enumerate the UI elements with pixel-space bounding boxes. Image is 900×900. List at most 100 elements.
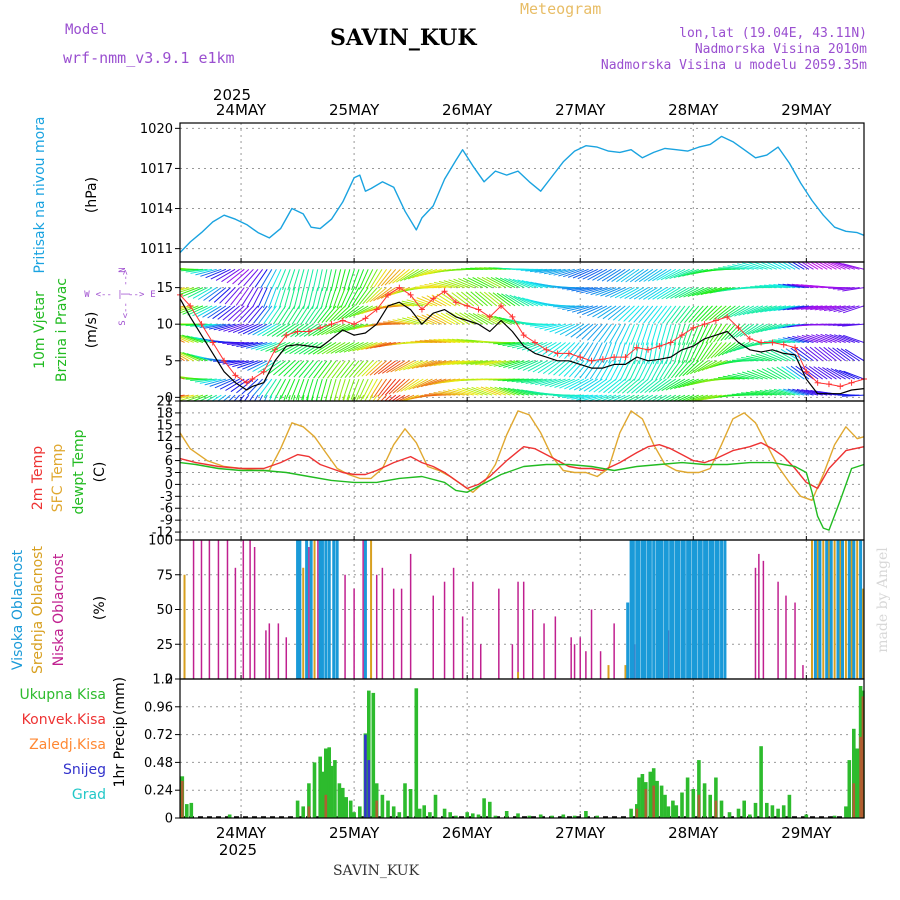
wind-gust-mark	[588, 357, 595, 364]
total-precip-bar	[852, 728, 856, 818]
top-date-2: 26MAY	[442, 101, 493, 119]
total-precip-bar	[640, 774, 645, 818]
total-precip-bar	[352, 812, 356, 818]
ytick-label-temperature-7: 9	[165, 442, 173, 457]
ytick-label-clouds-0: 0	[165, 673, 173, 688]
total-precip-bar	[329, 765, 334, 818]
wind-gust-mark	[848, 379, 855, 386]
t2m-line	[179, 442, 865, 490]
wind-gust-mark	[209, 339, 216, 346]
pressure-panel: 1011 1014 1017 1020	[140, 122, 865, 263]
ytick-label-clouds-4: 100	[148, 534, 173, 549]
ytick-label-temperature-1: -9	[160, 514, 173, 529]
total-precip-bar	[527, 815, 532, 818]
total-precip-bar	[358, 806, 362, 818]
wind-gust-mark	[780, 341, 787, 348]
bottom-date-0: 24MAY	[216, 824, 267, 842]
bottom-date-axis: 24MAY 25MAY 26MAY 27MAY 28MAY 29MAY	[216, 824, 832, 842]
total-precip-bar	[674, 805, 679, 818]
ytick-label-pressure-1: 1014	[140, 202, 173, 217]
wind-gust-mark	[622, 354, 629, 361]
wind-gust-mark	[232, 372, 239, 379]
total-precip-bar	[488, 801, 492, 818]
total-precip-bar	[719, 800, 724, 818]
pressure-ylabel: Pritisak na nivou mora	[32, 116, 48, 273]
precip-legend: Ukupna Kisa Konvek.Kisa Zaledj.Kisa Snij…	[19, 687, 106, 803]
total-precip-bar	[312, 762, 317, 818]
total-precip-bar	[422, 805, 426, 818]
total-precip-bar	[680, 792, 684, 818]
conv-precip-bar	[644, 789, 648, 818]
total-precip-bar	[671, 800, 675, 818]
wind-gust-mark	[187, 302, 194, 309]
year-top: 2025	[213, 86, 251, 104]
compass-west: W	[84, 290, 90, 300]
panel-frame-precip	[179, 678, 865, 819]
ytick-label-pressure-2: 1017	[140, 162, 173, 177]
wind-gust-mark	[814, 379, 821, 386]
ytick-label-precip-1: 0.24	[144, 784, 173, 799]
total-precip-bar	[333, 760, 337, 818]
compass-north: N	[118, 267, 128, 272]
wind-gust-mark	[825, 381, 832, 388]
wind-gust-mark	[486, 313, 493, 320]
ytick-label-wind-3: 15	[156, 281, 173, 296]
total-precip-bar	[787, 794, 792, 818]
wind-gust-mark	[418, 306, 425, 313]
total-precip-bar	[572, 815, 577, 818]
bottom-date-2: 26MAY	[442, 824, 493, 842]
total-precip-bar	[550, 815, 554, 818]
conv-precip-bar	[859, 736, 862, 818]
total-precip-bar	[327, 747, 331, 818]
total-precip-bar	[748, 814, 752, 818]
watermark: made by Angel	[875, 547, 891, 653]
total-precip-bar	[832, 815, 837, 818]
wind-gust-mark	[441, 288, 448, 295]
total-precip-bar	[781, 805, 786, 818]
total-precip-bar	[318, 756, 322, 818]
ytick-label-clouds-2: 50	[156, 603, 173, 618]
total-precip-bar	[337, 783, 342, 819]
top-date-axis: 24MAY 25MAY 26MAY 27MAY 28MAY 29MAY	[216, 101, 832, 119]
wind-gust-mark	[452, 299, 459, 306]
ytick-label-temperature-8: 12	[156, 430, 173, 445]
ytick-label-temperature-9: 15	[156, 418, 173, 433]
total-precip-bar	[348, 800, 353, 818]
ytick-label-wind-1: 5	[165, 354, 173, 369]
total-precip-bar	[742, 800, 746, 818]
wind-gust-mark	[792, 344, 799, 351]
wind-gust-mark	[565, 350, 572, 357]
temp-unit: (C)	[92, 462, 108, 483]
wind-gust-mark	[373, 306, 380, 313]
total-precip-bar	[727, 812, 732, 818]
compass-east: E	[150, 290, 155, 300]
conv-precip-bar	[652, 785, 655, 818]
wind-gust-mark	[509, 313, 516, 320]
wind-gust-mark	[407, 291, 414, 298]
ytick-label-precip-4: 0.96	[144, 700, 173, 715]
wind-panel: 0 5 10 15	[156, 261, 867, 406]
wind-gust-mark	[690, 324, 697, 331]
total-precip-bar	[708, 794, 712, 818]
t2m-ylabel: 2m Temp	[30, 446, 46, 510]
total-precip-bar	[482, 798, 486, 818]
conv-precip-bar	[697, 794, 701, 818]
total-precip-bar	[341, 787, 345, 818]
total-precip-bar	[417, 808, 422, 818]
bottom-date-1: 25MAY	[329, 824, 380, 842]
total-precip-bar	[655, 780, 659, 818]
pressure-unit: (hPa)	[84, 177, 100, 213]
precip-unit: (mm)	[112, 677, 128, 715]
total-precip-bar	[804, 814, 809, 818]
wind-gust-mark	[724, 313, 731, 320]
total-precip-bar	[454, 815, 458, 818]
conv-precip-bar	[714, 800, 718, 818]
ytick-label-temperature-10: 18	[156, 406, 173, 421]
total-precip-bar	[697, 760, 701, 818]
total-precip-bar	[685, 777, 690, 818]
wind-gust-mark	[735, 324, 742, 331]
compass-rose: N W E S <-- | --> <-- | -->	[84, 267, 155, 325]
tsfc-line	[179, 410, 865, 501]
wind-gust-mark	[667, 339, 674, 346]
wind-ylabel: 10m Vjetar	[32, 291, 48, 369]
